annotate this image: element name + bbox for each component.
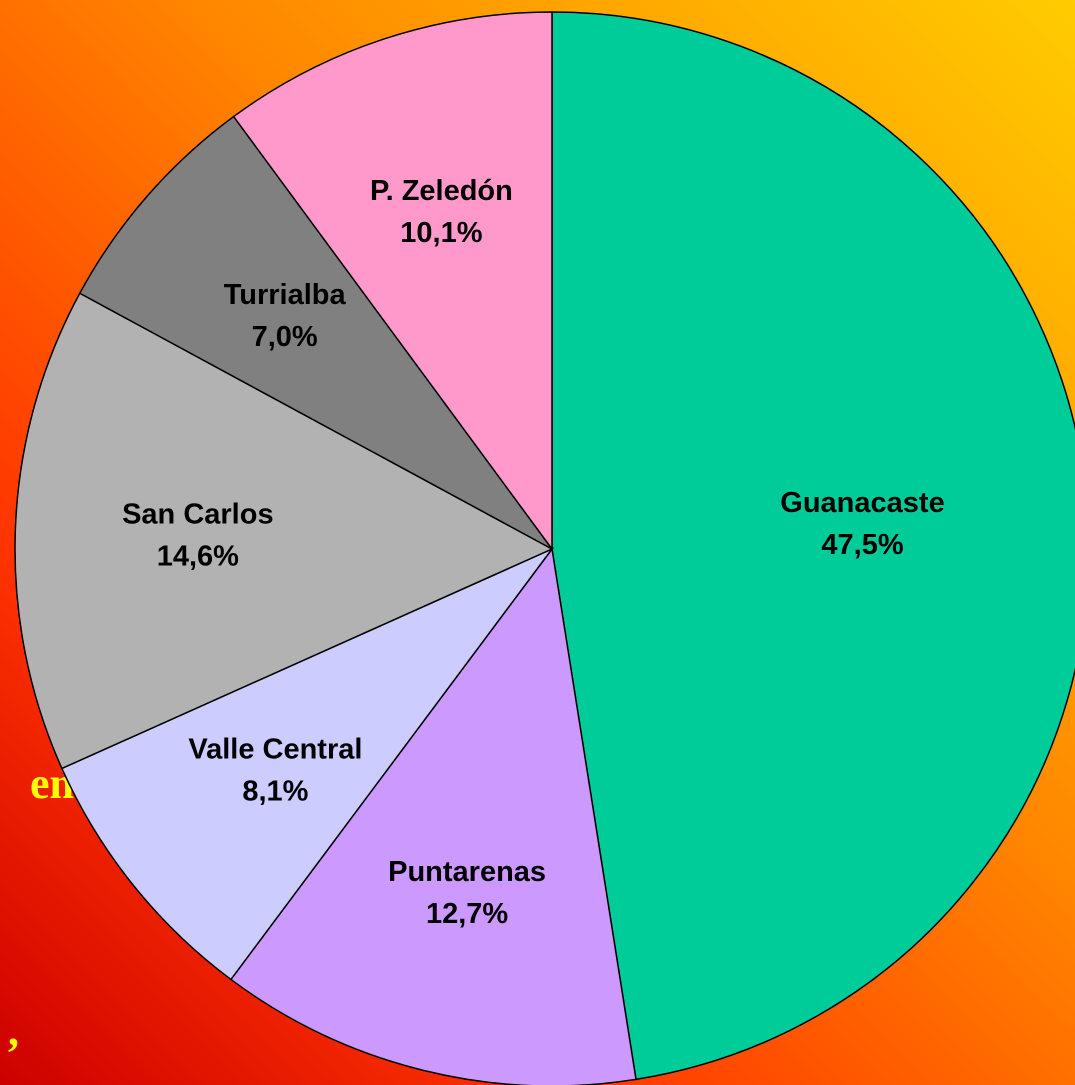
slice-value-label: 10,1% — [400, 217, 482, 249]
slice-label: Guanacaste — [780, 487, 944, 519]
slice-label: San Carlos — [122, 498, 274, 530]
slice-value-label: 12,7% — [426, 898, 508, 930]
pie-slice — [232, 11, 553, 552]
pie-slice — [60, 547, 555, 981]
pie-slice — [14, 292, 554, 770]
slice-label: Puntarenas — [388, 856, 546, 888]
slice-label: Turrialba — [224, 279, 347, 311]
slice-value-label: 47,5% — [821, 529, 903, 561]
slice-value-label: 8,1% — [242, 775, 308, 807]
pie-slice — [78, 115, 553, 550]
slice-value-label: 7,0% — [252, 321, 318, 353]
slice-label: P. Zeledón — [370, 175, 513, 207]
pie-slice — [551, 11, 1075, 1081]
slice-label: Valle Central — [188, 733, 362, 765]
text-fragment: , — [8, 1006, 19, 1055]
slice-value-label: 14,6% — [157, 540, 239, 572]
